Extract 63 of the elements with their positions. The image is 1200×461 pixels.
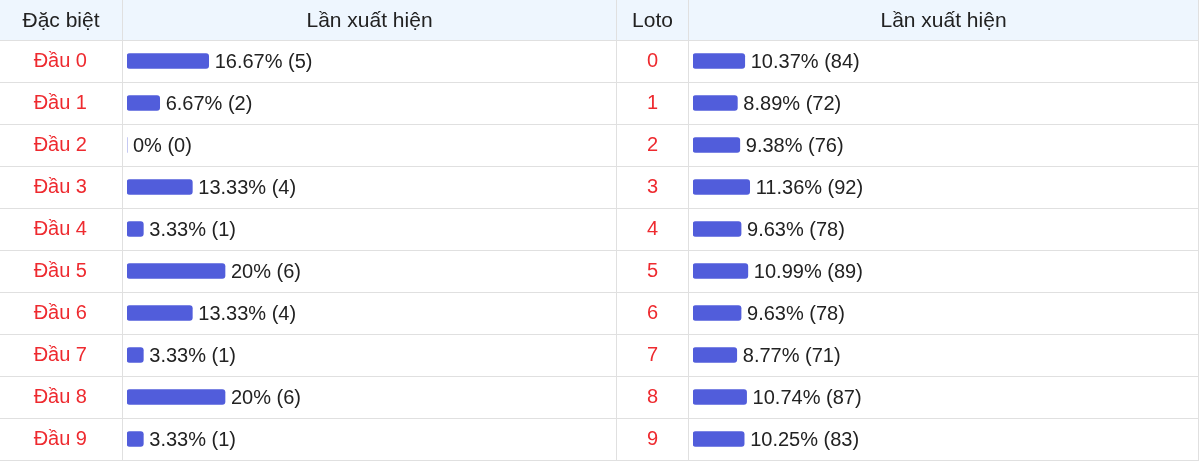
data-label: 6.67% (2) — [165, 91, 253, 114]
y-axis-title: Đặc biệt — [22, 7, 100, 31]
y-tick-label: Đầu 3 — [33, 174, 87, 197]
data-label: 9.38% (76) — [745, 133, 844, 156]
y-tick-label: Đầu 7 — [33, 342, 87, 365]
bar — [693, 305, 742, 321]
y-tick-label: Đầu 6 — [33, 300, 87, 323]
data-label: 20% (6) — [231, 259, 302, 282]
bar — [693, 179, 751, 195]
y-tick-label: 4 — [646, 216, 658, 239]
bar — [693, 137, 741, 153]
bar — [127, 431, 144, 447]
y-tick-label: 3 — [646, 174, 658, 197]
y-tick-label: 0 — [646, 48, 658, 71]
data-label: 13.33% (4) — [198, 175, 297, 198]
data-label: 3.33% (1) — [149, 217, 237, 240]
data-label: 8.77% (71) — [742, 343, 841, 366]
bar — [127, 347, 144, 363]
bar — [693, 53, 746, 69]
y-tick-label: 7 — [646, 342, 658, 365]
y-tick-label: Đầu 1 — [33, 90, 87, 113]
bar — [127, 221, 144, 237]
bar — [127, 53, 210, 69]
bar — [693, 347, 738, 363]
bar — [127, 389, 226, 405]
data-label: 9.63% (78) — [747, 217, 845, 240]
data-label: 10.37% (84) — [750, 49, 860, 72]
bar — [693, 221, 742, 237]
y-tick-label: Đầu 4 — [33, 216, 87, 239]
data-label: 11.36% (92) — [755, 175, 864, 198]
y-tick-label: Đầu 5 — [33, 258, 87, 281]
bar — [693, 263, 749, 279]
y-tick-label: Đầu 8 — [33, 384, 87, 407]
data-label: 3.33% (1) — [149, 343, 237, 366]
data-label: 3.33% (1) — [149, 427, 237, 450]
bar — [127, 179, 193, 195]
x-axis-title: Lần xuất hiện — [880, 7, 1007, 31]
data-label: 8.89% (72) — [743, 91, 842, 114]
data-label: 9.63% (78) — [747, 301, 845, 324]
y-tick-label: 1 — [646, 90, 658, 113]
y-tick-label: Đầu 2 — [33, 132, 87, 155]
bar — [693, 431, 745, 447]
y-tick-label: Đầu 0 — [33, 48, 87, 71]
y-tick-label: 2 — [646, 132, 658, 155]
bar — [693, 95, 738, 111]
bar — [693, 389, 747, 405]
y-tick-label: 8 — [646, 384, 658, 407]
x-axis-title: Lần xuất hiện — [306, 7, 433, 31]
data-label: 0% (0) — [133, 133, 192, 156]
y-tick-label: Đầu 9 — [33, 426, 87, 449]
data-label: 10.25% (83) — [750, 427, 860, 450]
bar — [127, 95, 161, 111]
data-label: 16.67% (5) — [214, 49, 313, 72]
y-tick-label: 5 — [646, 258, 658, 281]
data-label: 10.99% (89) — [753, 259, 863, 282]
data-label: 10.74% (87) — [752, 385, 862, 408]
data-label: 20% (6) — [231, 385, 302, 408]
bar — [127, 305, 193, 321]
y-tick-label: 9 — [646, 426, 658, 449]
y-axis-title: Loto — [632, 7, 673, 31]
data-label: 13.33% (4) — [198, 301, 297, 324]
y-tick-label: 6 — [646, 300, 658, 323]
bar — [127, 263, 226, 279]
